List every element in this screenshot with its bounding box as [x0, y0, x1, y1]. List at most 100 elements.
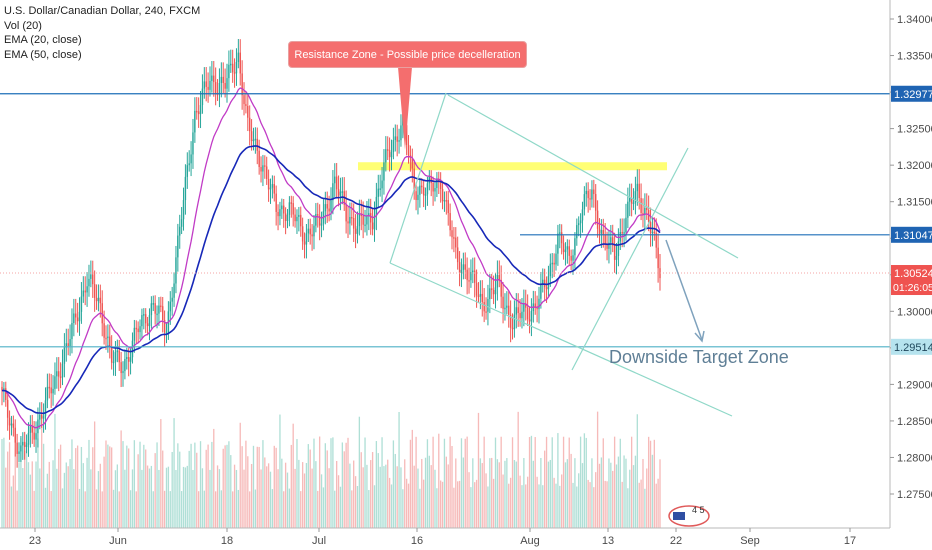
volume-bar	[447, 464, 449, 528]
y-tick-label: 1.33500	[897, 51, 932, 63]
candle-body	[152, 303, 154, 305]
candle-body	[156, 313, 158, 316]
candle-body	[458, 262, 461, 273]
volume-bar	[205, 449, 207, 528]
volume-bar	[25, 442, 28, 528]
candle-body	[521, 311, 523, 319]
x-tick-label: Sep	[740, 535, 760, 547]
volume-bar	[226, 444, 228, 528]
candle-body	[445, 200, 448, 202]
volume-bar	[233, 464, 236, 528]
candle-body	[472, 270, 474, 273]
volume-bar	[434, 469, 436, 528]
volume-bar	[593, 487, 595, 528]
x-tick-label: 16	[411, 535, 423, 547]
candle-body	[222, 76, 224, 83]
volume-bar	[86, 457, 88, 528]
volume-bar	[317, 490, 319, 528]
candle-body	[411, 157, 414, 169]
candle-body	[237, 52, 240, 63]
ema50-indicator-label: EMA (50, close)	[4, 48, 82, 61]
volume-bar	[303, 473, 306, 528]
volume-bar	[613, 436, 616, 528]
volume-bar	[415, 436, 417, 528]
candle-body	[392, 140, 395, 153]
volume-bar	[562, 436, 565, 528]
volume-bar	[409, 439, 412, 528]
candle-body	[311, 234, 313, 237]
volume-bar	[534, 437, 536, 528]
volume-bar	[370, 460, 372, 528]
volume-bar	[523, 458, 525, 528]
candle-body	[615, 255, 618, 260]
volume-bar	[398, 412, 400, 528]
candle-body	[48, 386, 50, 389]
candle-body	[324, 204, 327, 212]
resistance-callout[interactable]: Resistance Zone - Possible price decelle…	[288, 41, 527, 68]
volume-bar	[485, 473, 487, 528]
volume-bar	[596, 411, 599, 528]
volume-bar	[492, 478, 495, 528]
volume-bar	[362, 467, 364, 528]
candle-body	[71, 322, 73, 340]
volume-bar	[128, 448, 130, 528]
candle-body	[103, 323, 105, 338]
candle-body	[231, 63, 234, 73]
trend-channel-line	[389, 92, 447, 264]
candle-body	[243, 95, 245, 105]
volume-bar	[167, 466, 170, 528]
volume-bar	[214, 491, 217, 528]
candle-body	[549, 263, 552, 277]
price-level-tag-label: 1.31047	[894, 230, 932, 242]
volume-bar	[75, 448, 77, 528]
volume-bar	[162, 450, 164, 528]
candle-body	[92, 274, 94, 285]
volume-bar	[120, 430, 122, 528]
candle-body	[589, 198, 591, 200]
candle-body	[509, 314, 512, 328]
volume-bar	[24, 450, 26, 528]
candle-body	[347, 221, 349, 224]
volume-bar	[313, 438, 315, 528]
volume-bar	[196, 452, 198, 528]
volume-bar	[48, 461, 50, 528]
candle-body	[555, 253, 557, 265]
volume-bar	[589, 482, 591, 528]
volume-bar	[173, 418, 175, 528]
candle-body	[118, 350, 120, 363]
candle-body	[131, 340, 134, 358]
volume-bar	[424, 457, 427, 528]
candle-body	[557, 233, 559, 254]
volume-bar	[610, 462, 612, 528]
candle-body	[12, 423, 15, 428]
volume-bar	[54, 413, 56, 528]
symbol-title: U.S. Dollar/Canadian Dollar, 240, FXCM	[4, 5, 201, 17]
volume-bar	[606, 481, 608, 528]
candle-body	[421, 185, 423, 188]
candle-body	[651, 231, 654, 234]
candle-body	[466, 269, 468, 281]
candle-body	[182, 200, 185, 220]
candle-body	[161, 306, 164, 321]
volume-bar	[14, 435, 16, 528]
candle-body	[320, 223, 323, 226]
y-tick-label: 1.29000	[897, 379, 932, 391]
volume-bar	[528, 437, 531, 528]
volume-bar	[146, 465, 149, 528]
candle-body	[163, 320, 166, 333]
candle-body	[120, 362, 122, 374]
volume-bar	[566, 459, 569, 528]
candle-body	[424, 194, 427, 196]
volume-bar	[394, 453, 396, 528]
candle-body	[150, 303, 153, 316]
candle-body	[657, 247, 659, 269]
candle-body	[218, 82, 221, 95]
candle-body	[381, 180, 383, 189]
volume-bar	[139, 441, 141, 528]
volume-bar	[124, 469, 126, 528]
volume-bar	[309, 449, 311, 528]
volume-bar	[58, 448, 60, 528]
candle-body	[216, 93, 219, 96]
volume-bar	[190, 443, 192, 528]
